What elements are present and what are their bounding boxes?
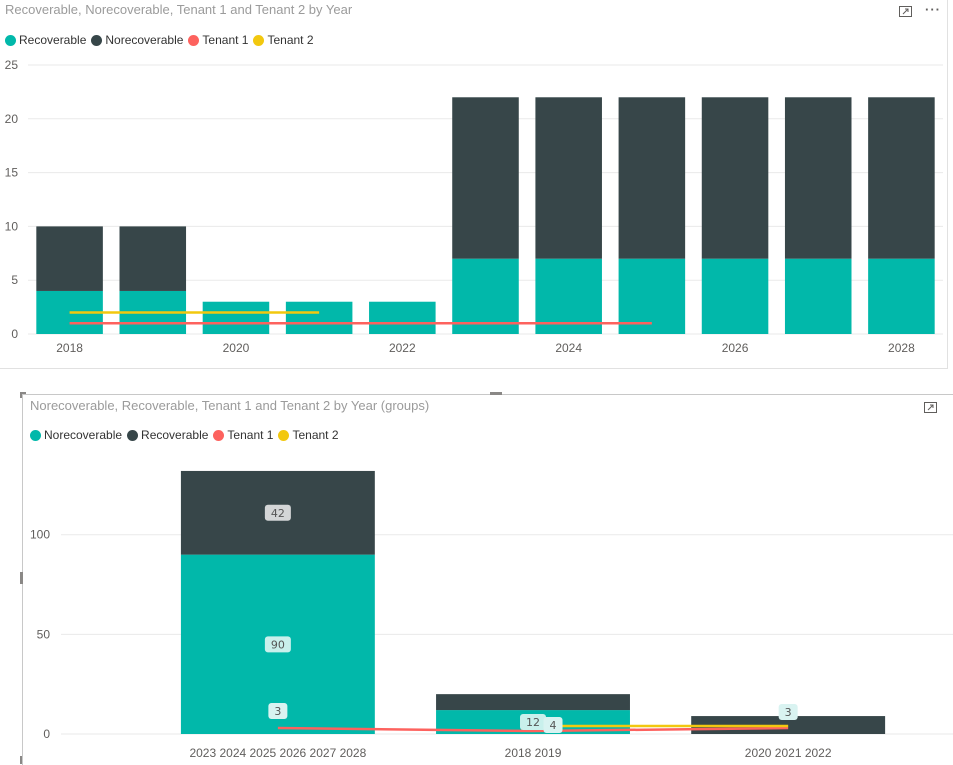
y-tick-label: 15	[5, 166, 19, 180]
chart-visual-bottom[interactable]: Norecoverable, Recoverable, Tenant 1 and…	[22, 394, 953, 765]
bar-segment	[452, 97, 519, 259]
x-tick-label: 2020	[223, 341, 250, 355]
legend-label: Tenant 1	[202, 33, 249, 47]
x-tick-label: 2024	[555, 341, 582, 355]
data-label: 4	[550, 719, 557, 732]
y-tick-label: 0	[11, 327, 18, 341]
legend-label: Norecoverable	[44, 428, 123, 442]
data-label: 3	[785, 706, 792, 719]
bar-segment	[701, 258, 769, 334]
legend-marker	[30, 429, 41, 441]
legend-item[interactable]: Recoverable	[5, 33, 86, 47]
legend-label: Recoverable	[19, 33, 87, 47]
legend-marker	[127, 429, 139, 441]
bar-segment	[452, 258, 519, 334]
data-label-box	[543, 717, 563, 734]
legend-label: Norecoverable	[105, 33, 184, 47]
x-tick-label: 2028	[888, 341, 915, 355]
x-tick-label: 2026	[722, 341, 749, 355]
legend-item[interactable]: Tenant 2	[278, 428, 339, 442]
y-tick-label: 10	[5, 219, 19, 233]
chart-plot-area: 0 50 100 90 42 12 3 4 3 2023 2024 2025 2026 2027 …	[30, 470, 953, 760]
resize-handle[interactable]	[490, 392, 502, 395]
legend-label: Tenant 2	[267, 33, 314, 47]
legend-marker	[188, 34, 200, 46]
legend-label: Tenant 2	[292, 428, 339, 442]
legend-item[interactable]: Tenant 1	[188, 33, 248, 47]
legend-marker	[253, 34, 265, 46]
chart-legend: Recoverable Norecoverable Tenant 1 Tenant 2	[5, 33, 319, 47]
legend-marker	[91, 34, 103, 46]
data-label: 3	[274, 705, 281, 718]
chart-title: Recoverable, Norecoverable, Tenant 1 and…	[5, 2, 353, 17]
bar-segment	[618, 97, 686, 259]
bar-segment	[119, 226, 187, 291]
legend-marker	[278, 429, 290, 441]
legend-item[interactable]: Norecoverable	[30, 428, 122, 442]
x-tick-label: 2023 2024 2025 2026 2027 2028	[189, 746, 366, 760]
more-options-icon[interactable]: ···	[925, 2, 941, 17]
data-label: 42	[271, 507, 285, 520]
data-label-box	[778, 704, 798, 721]
bar-segment	[285, 301, 353, 334]
resize-handle[interactable]	[20, 756, 22, 764]
bar-segment	[868, 258, 935, 334]
y-tick-label: 25	[5, 58, 19, 72]
y-tick-label: 20	[5, 112, 19, 126]
legend-item[interactable]: Recoverable	[127, 428, 208, 442]
focus-mode-icon[interactable]	[898, 4, 914, 21]
resize-handle[interactable]	[20, 392, 26, 394]
data-label-box	[264, 636, 291, 653]
y-tick-label: 0	[43, 727, 50, 741]
chart-title: Norecoverable, Recoverable, Tenant 1 and…	[30, 398, 430, 413]
x-tick-label: 2020 2021 2022	[745, 746, 832, 760]
bar-segment	[535, 258, 602, 334]
data-label-box	[264, 504, 291, 521]
legend-marker	[5, 34, 16, 46]
y-tick-label: 100	[30, 528, 50, 542]
series-line	[277, 726, 789, 733]
bar-segment	[868, 97, 935, 259]
bar-segment	[784, 97, 852, 259]
legend-item[interactable]: Tenant 2	[253, 33, 314, 47]
x-tick-label: 2018	[56, 341, 83, 355]
data-label-box	[268, 703, 288, 720]
chart-visual-top[interactable]: Recoverable, Norecoverable, Tenant 1 and…	[0, 0, 948, 369]
data-label: 90	[271, 638, 285, 651]
x-tick-label: 2022	[389, 341, 416, 355]
bar-segment	[784, 258, 852, 334]
resize-handle[interactable]	[20, 572, 23, 584]
x-tick-label: 2018 2019	[505, 746, 562, 760]
chart-plot-area: 0 5 10 15 20 25 2018 2020 2022 2024 2026 2028	[5, 58, 943, 355]
bar-segment	[535, 97, 602, 259]
bar-segment	[618, 258, 686, 334]
legend-item[interactable]: Tenant 1	[213, 428, 273, 442]
y-tick-label: 5	[11, 273, 18, 287]
legend-label: Tenant 1	[227, 428, 274, 442]
chart-legend: Norecoverable Recoverable Tenant 1 Tenant 2	[30, 428, 344, 442]
focus-mode-icon[interactable]	[923, 400, 939, 417]
y-tick-label: 50	[37, 627, 51, 641]
bar-segment	[701, 97, 769, 259]
bar-segment	[436, 694, 630, 711]
data-label-box	[520, 714, 547, 731]
legend-item[interactable]: Norecoverable	[91, 33, 183, 47]
resize-handle[interactable]	[20, 392, 22, 398]
data-label: 12	[526, 716, 540, 729]
bar-segment	[36, 226, 103, 291]
bar-segment	[202, 301, 270, 334]
bar-segment	[369, 301, 436, 334]
legend-label: Recoverable	[141, 428, 209, 442]
legend-marker	[213, 429, 225, 441]
